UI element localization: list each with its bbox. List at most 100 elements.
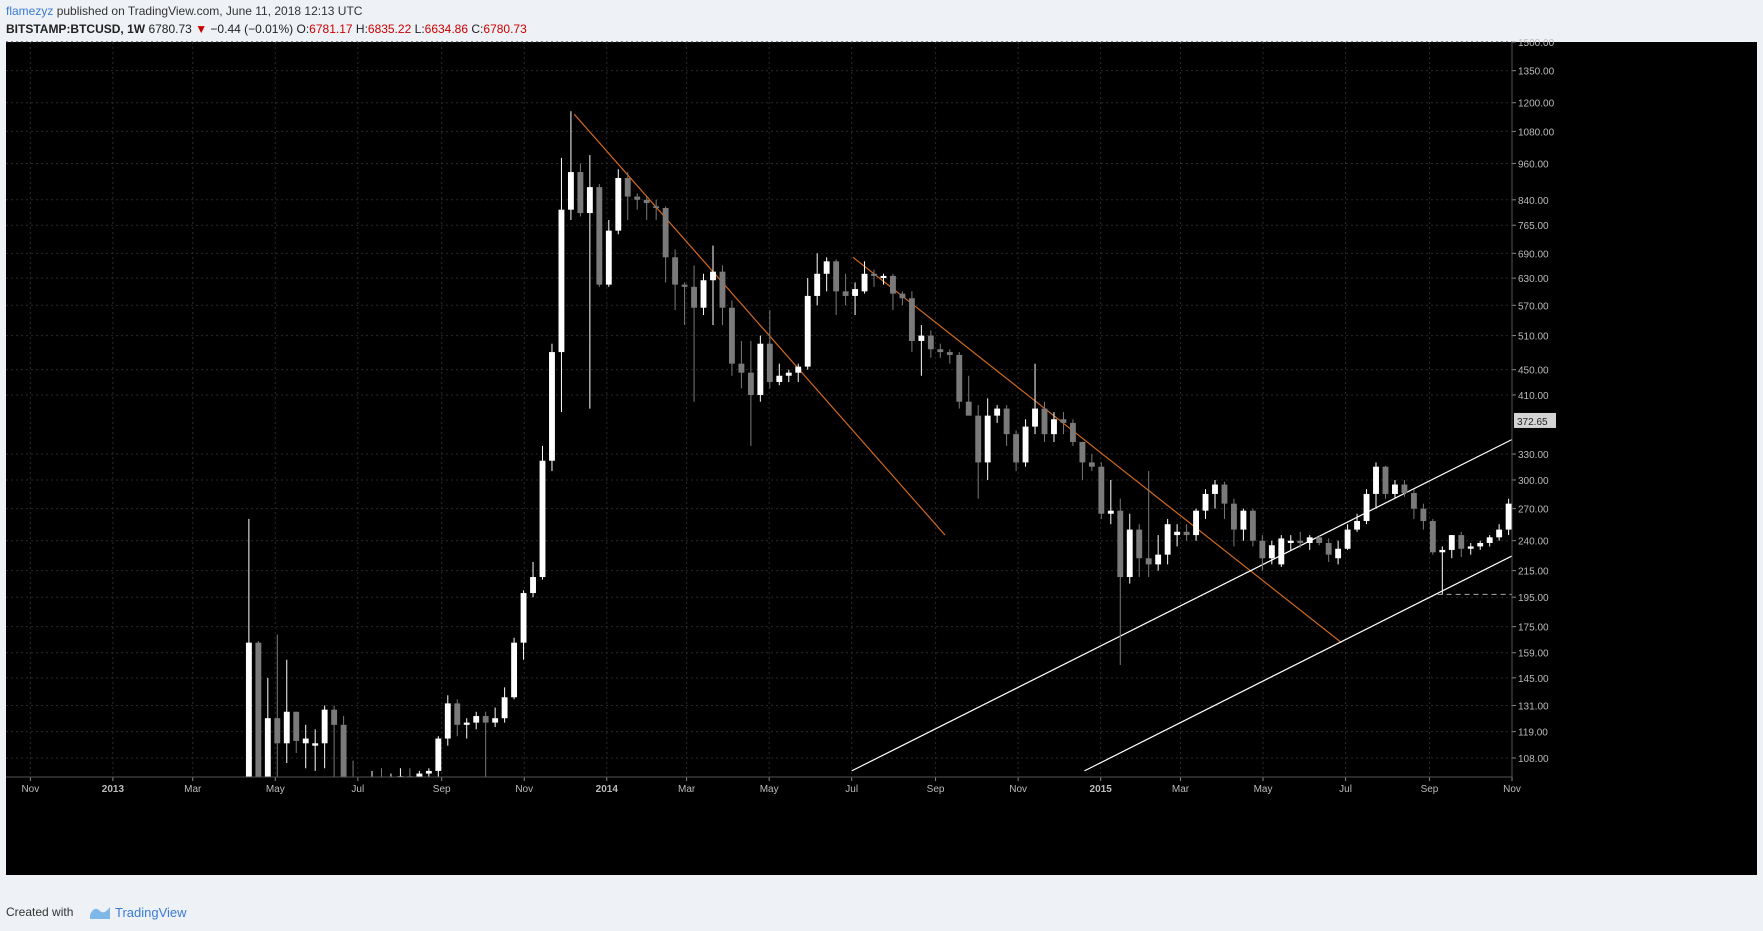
candle-body[interactable] bbox=[1174, 531, 1181, 536]
candle-body[interactable] bbox=[1373, 466, 1379, 494]
candle-body[interactable] bbox=[729, 307, 735, 364]
candle-body[interactable] bbox=[908, 298, 915, 341]
candle-body[interactable] bbox=[1287, 540, 1294, 543]
candle-body[interactable] bbox=[558, 209, 565, 353]
candle-body[interactable] bbox=[738, 363, 745, 373]
candle-body[interactable] bbox=[312, 743, 319, 746]
candle-body[interactable] bbox=[653, 206, 660, 209]
candle-body[interactable] bbox=[937, 349, 944, 353]
candle-body[interactable] bbox=[691, 286, 697, 308]
candle-body[interactable] bbox=[965, 401, 972, 416]
candle-body[interactable] bbox=[444, 703, 451, 739]
candle-body[interactable] bbox=[1079, 441, 1086, 463]
candle-body[interactable] bbox=[520, 593, 527, 643]
candle-body[interactable] bbox=[1193, 510, 1199, 536]
candle-body[interactable] bbox=[681, 284, 688, 287]
candle-body[interactable] bbox=[1344, 529, 1351, 549]
candle-body[interactable] bbox=[1458, 535, 1465, 549]
candle-body[interactable] bbox=[747, 372, 754, 395]
candle-body[interactable] bbox=[425, 770, 432, 774]
candle-body[interactable] bbox=[586, 187, 593, 214]
candle-body[interactable] bbox=[700, 280, 707, 308]
candle-body[interactable] bbox=[435, 738, 442, 771]
candle-body[interactable] bbox=[1429, 521, 1436, 553]
candle-body[interactable] bbox=[1183, 531, 1190, 536]
candle-body[interactable] bbox=[1069, 422, 1076, 442]
candle-body[interactable] bbox=[1496, 529, 1503, 538]
candle-body[interactable] bbox=[946, 352, 953, 355]
time-axis[interactable]: Nov 2013 Mar May Jul Sep Nov 2014 Mar May Jul Sep No… bbox=[6, 776, 1521, 795]
candle-body[interactable] bbox=[1448, 535, 1455, 550]
candle-body[interactable] bbox=[899, 293, 906, 299]
candle-body[interactable] bbox=[1335, 548, 1342, 559]
candle-body[interactable] bbox=[596, 187, 603, 285]
candle-body[interactable] bbox=[776, 375, 783, 383]
candle-body[interactable] bbox=[643, 199, 650, 204]
candle-body[interactable] bbox=[1202, 493, 1209, 511]
candle-body[interactable] bbox=[1259, 540, 1266, 559]
candle-body[interactable] bbox=[283, 711, 290, 744]
candle-body[interactable] bbox=[672, 257, 679, 285]
candle-body[interactable] bbox=[539, 460, 546, 578]
candle-body[interactable] bbox=[1231, 503, 1237, 530]
tradingview-logo-icon[interactable] bbox=[88, 903, 112, 921]
candle-body[interactable] bbox=[1249, 510, 1256, 541]
candle-body[interactable] bbox=[1136, 529, 1143, 559]
candle-body[interactable] bbox=[1268, 545, 1275, 559]
candle-body[interactable] bbox=[501, 697, 508, 719]
candle-body[interactable] bbox=[482, 716, 489, 723]
candle-body[interactable] bbox=[719, 271, 726, 308]
candle-body[interactable] bbox=[454, 703, 461, 725]
candle-body[interactable] bbox=[833, 261, 840, 292]
candle-body[interactable] bbox=[984, 415, 991, 463]
candle-body[interactable] bbox=[766, 343, 773, 383]
candle-body[interactable] bbox=[1278, 538, 1285, 565]
candle-body[interactable] bbox=[785, 372, 792, 376]
candle-body[interactable] bbox=[530, 577, 536, 594]
candle-body[interactable] bbox=[605, 230, 612, 285]
candle-body[interactable] bbox=[1467, 546, 1474, 549]
candle-body[interactable] bbox=[245, 642, 252, 779]
candle-body[interactable] bbox=[1164, 524, 1171, 555]
candle-body[interactable] bbox=[264, 718, 271, 793]
candle-body[interactable] bbox=[1107, 510, 1114, 514]
candle-body[interactable] bbox=[321, 709, 328, 744]
candle-body[interactable] bbox=[880, 275, 887, 279]
candle-body[interactable] bbox=[1306, 537, 1313, 543]
candle-body[interactable] bbox=[1297, 540, 1304, 543]
candle-body[interactable] bbox=[340, 724, 347, 779]
candle-body[interactable] bbox=[1354, 521, 1361, 530]
candle-body[interactable] bbox=[757, 343, 764, 395]
candle-body[interactable] bbox=[1022, 426, 1029, 463]
candle-body[interactable] bbox=[511, 642, 518, 698]
orange-trendline[interactable] bbox=[573, 113, 946, 536]
candle-body[interactable] bbox=[1410, 492, 1417, 509]
candle-body[interactable] bbox=[463, 722, 470, 725]
candle-body[interactable] bbox=[975, 415, 982, 463]
candle-body[interactable] bbox=[331, 709, 338, 725]
candle-body[interactable] bbox=[927, 335, 934, 350]
candle-body[interactable] bbox=[473, 716, 480, 723]
candle-body[interactable] bbox=[1316, 537, 1323, 543]
candle-body[interactable] bbox=[1221, 484, 1228, 504]
candle-body[interactable] bbox=[890, 275, 896, 294]
price-chart[interactable]: 108.00 119.00 131.00 145.00 159.00 175.00 195.… bbox=[0, 0, 1763, 895]
candle-body[interactable] bbox=[293, 711, 300, 741]
tradingview-brand[interactable]: TradingView bbox=[115, 905, 187, 920]
candle-body[interactable] bbox=[1117, 510, 1124, 578]
candle-body[interactable] bbox=[1477, 542, 1484, 547]
orange-trendline[interactable] bbox=[852, 256, 1342, 644]
candle-body[interactable] bbox=[956, 354, 963, 402]
white-trendline[interactable] bbox=[851, 427, 1538, 772]
candle-body[interactable] bbox=[1051, 419, 1057, 435]
candle-body[interactable] bbox=[302, 738, 309, 744]
candle-body[interactable] bbox=[1088, 462, 1095, 467]
candle-body[interactable] bbox=[1382, 466, 1389, 494]
candle-body[interactable] bbox=[795, 366, 802, 373]
candle-body[interactable] bbox=[634, 196, 641, 200]
candle-body[interactable] bbox=[871, 273, 877, 276]
candle-body[interactable] bbox=[1145, 558, 1152, 565]
candle-body[interactable] bbox=[842, 291, 849, 296]
candle-body[interactable] bbox=[274, 718, 281, 744]
candle-body[interactable] bbox=[416, 773, 423, 796]
